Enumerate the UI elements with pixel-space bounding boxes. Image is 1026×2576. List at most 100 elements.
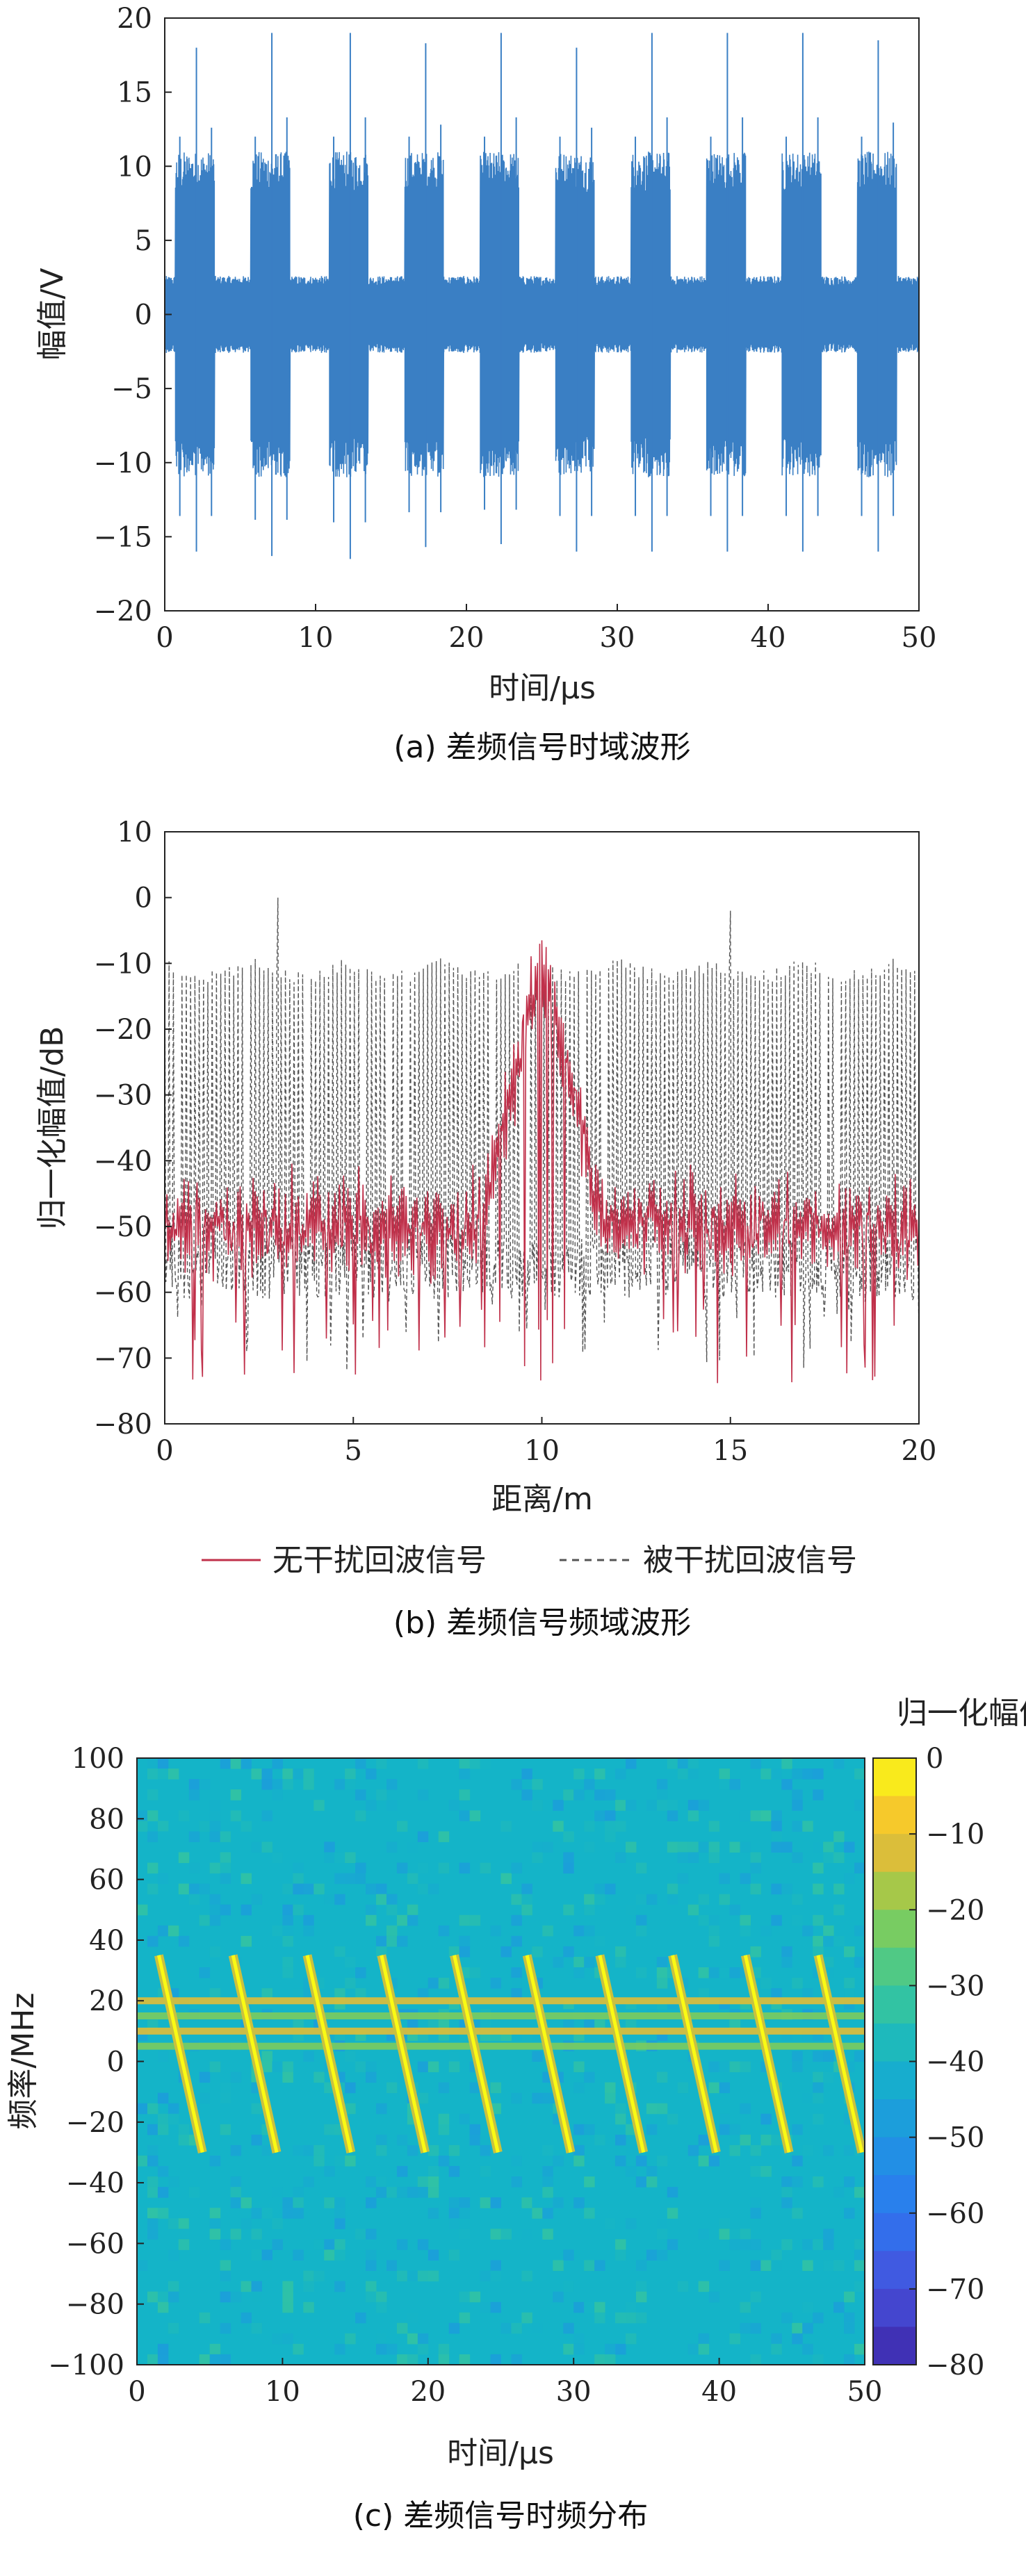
- c-heatmap-cell: [781, 1841, 792, 1853]
- c-heatmap-cell: [605, 1831, 616, 1842]
- c-colorbar-tick-label: −20: [926, 1894, 984, 1926]
- c-heatmap-cell: [324, 1841, 335, 1853]
- c-heatmap-cell: [386, 1935, 398, 1947]
- c-heatmap-cell: [677, 1841, 689, 1853]
- c-heatmap-cell: [719, 2124, 731, 2135]
- c-heatmap-cell: [282, 1769, 293, 1780]
- c-heatmap-cell: [708, 1841, 720, 1853]
- a-x-axis-label: 时间/μs: [489, 671, 596, 706]
- c-heatmap-cell: [584, 1779, 595, 1790]
- c-heatmap-cell: [147, 1935, 158, 1947]
- c-colorbar: 0 −10 −20 −30 −40 −50 −60 −70 −80: [873, 1743, 984, 2381]
- b-y-tick-label: −80: [94, 1409, 152, 1441]
- c-heatmap-cell: [719, 1779, 731, 1790]
- c-heatmap-cell: [532, 2322, 543, 2334]
- c-heatmap-cell: [334, 2249, 345, 2261]
- c-heatmap-cell: [407, 2312, 418, 2324]
- c-heatmap-cell: [490, 2229, 501, 2240]
- c-heatmap-cell: [760, 1810, 772, 1821]
- c-heatmap-cell: [366, 2291, 377, 2303]
- c-heatmap-cell: [521, 1883, 532, 1895]
- c-heatmap-cell: [345, 2155, 356, 2167]
- c-heatmap-cell: [687, 1852, 699, 1864]
- c-heatmap-cell: [813, 1883, 824, 1895]
- c-heatmap-cell: [251, 2249, 262, 2261]
- c-heatmap-cell: [293, 2249, 304, 2261]
- c-heatmap-cell: [261, 2061, 272, 2073]
- c-heatmap-cell: [157, 2291, 169, 2303]
- c-heatmap-cell: [750, 2208, 761, 2219]
- c-heatmap-cell: [792, 2333, 803, 2345]
- c-heatmap-cell: [813, 1935, 824, 1947]
- c-heatmap-cell: [324, 1894, 335, 1905]
- c-heatmap-cell: [625, 2218, 637, 2229]
- c-heatmap-cell: [272, 1852, 283, 1864]
- c-colorbar-tick-label: −50: [926, 2122, 984, 2154]
- c-heatmap-cell: [667, 1894, 678, 1905]
- c-heatmap-cell: [823, 1904, 834, 1916]
- c-heatmap-cell: [147, 1883, 158, 1895]
- c-heatmap-cell: [792, 2155, 803, 2167]
- c-heatmap-cell: [563, 1852, 574, 1864]
- c-heatmap-cell: [209, 2061, 221, 2073]
- c-heatmap-cell: [740, 1810, 751, 1821]
- c-heatmap-cell: [573, 2302, 585, 2313]
- c-heatmap-cell: [635, 2281, 647, 2292]
- c-heatmap-cell: [813, 1914, 824, 1926]
- c-heatmap-cell: [386, 1894, 398, 1905]
- c-heatmap-cell: [386, 2187, 398, 2198]
- c-heatmap-cell: [209, 1821, 221, 1832]
- c-heatmap-cell: [615, 1821, 626, 1832]
- b-series-jammed-line: [165, 897, 919, 1370]
- c-heatmap-cell: [625, 1904, 637, 1916]
- c-chirp-line: [305, 1955, 353, 2153]
- c-y-tick-label: 20: [89, 1985, 124, 2017]
- c-heatmap-cell: [448, 2249, 460, 2261]
- c-heatmap-cell: [251, 2208, 262, 2219]
- c-heatmap-cell: [334, 1852, 345, 1864]
- c-heatmap-cell: [490, 2270, 501, 2282]
- c-heatmap-cell: [511, 1988, 522, 1999]
- c-heatmap-cell: [272, 2333, 283, 2345]
- c-heatmap-cell: [844, 1978, 855, 1989]
- c-heatmap-cell: [396, 2322, 408, 2334]
- c-heatmap-cell: [345, 2103, 356, 2115]
- c-heatmap-cell: [656, 2155, 668, 2167]
- c-heatmap-cell: [137, 2260, 148, 2272]
- c-heatmap-cell: [448, 1800, 460, 1811]
- c-heatmap-cell: [376, 1883, 387, 1895]
- c-heatmap-cell: [740, 1925, 751, 1937]
- c-chirp-line: [453, 1955, 500, 2153]
- c-heatmap-cell: [147, 1810, 158, 1821]
- b-spectra: [165, 897, 919, 1384]
- c-heatmap-cell: [625, 2333, 637, 2345]
- c-heatmap-cell: [802, 2260, 813, 2272]
- c-heatmap-cell: [251, 2229, 262, 2240]
- a-y-tick-label: −5: [111, 373, 152, 405]
- c-heatmap-cell: [345, 1769, 356, 1780]
- c-heatmap-cell: [303, 2144, 314, 2156]
- c-heatmap-cell: [573, 2124, 585, 2135]
- c-heatmap-cell: [698, 1841, 710, 1853]
- c-heatmap-cell: [823, 2239, 834, 2250]
- c-heatmap-cell: [573, 2113, 585, 2125]
- c-heatmap-cell: [542, 2187, 553, 2198]
- c-heatmap-cell: [157, 1821, 169, 1832]
- c-heatmap-cell: [573, 1967, 585, 1978]
- c-heatmap-cell: [480, 2134, 491, 2146]
- c-heatmap-cell: [521, 2270, 532, 2282]
- c-heatmap-cell: [656, 2229, 668, 2240]
- c-heatmap-cell: [417, 2270, 429, 2282]
- c-heatmap-cell: [771, 1988, 782, 1999]
- c-heatmap-cell: [376, 1789, 387, 1800]
- c-heatmap-cell: [469, 1967, 481, 1978]
- c-heatmap-cell: [833, 2302, 845, 2313]
- c-heatmap-cell: [396, 2166, 408, 2177]
- c-heatmap-cell: [542, 1925, 553, 1937]
- c-heatmap-cell: [521, 2312, 532, 2324]
- c-heatmap-cell: [500, 2343, 512, 2355]
- c-heatmap-cell: [303, 2051, 314, 2062]
- c-x-tick-label: 40: [701, 2376, 737, 2408]
- c-heatmap-cell: [157, 2187, 169, 2198]
